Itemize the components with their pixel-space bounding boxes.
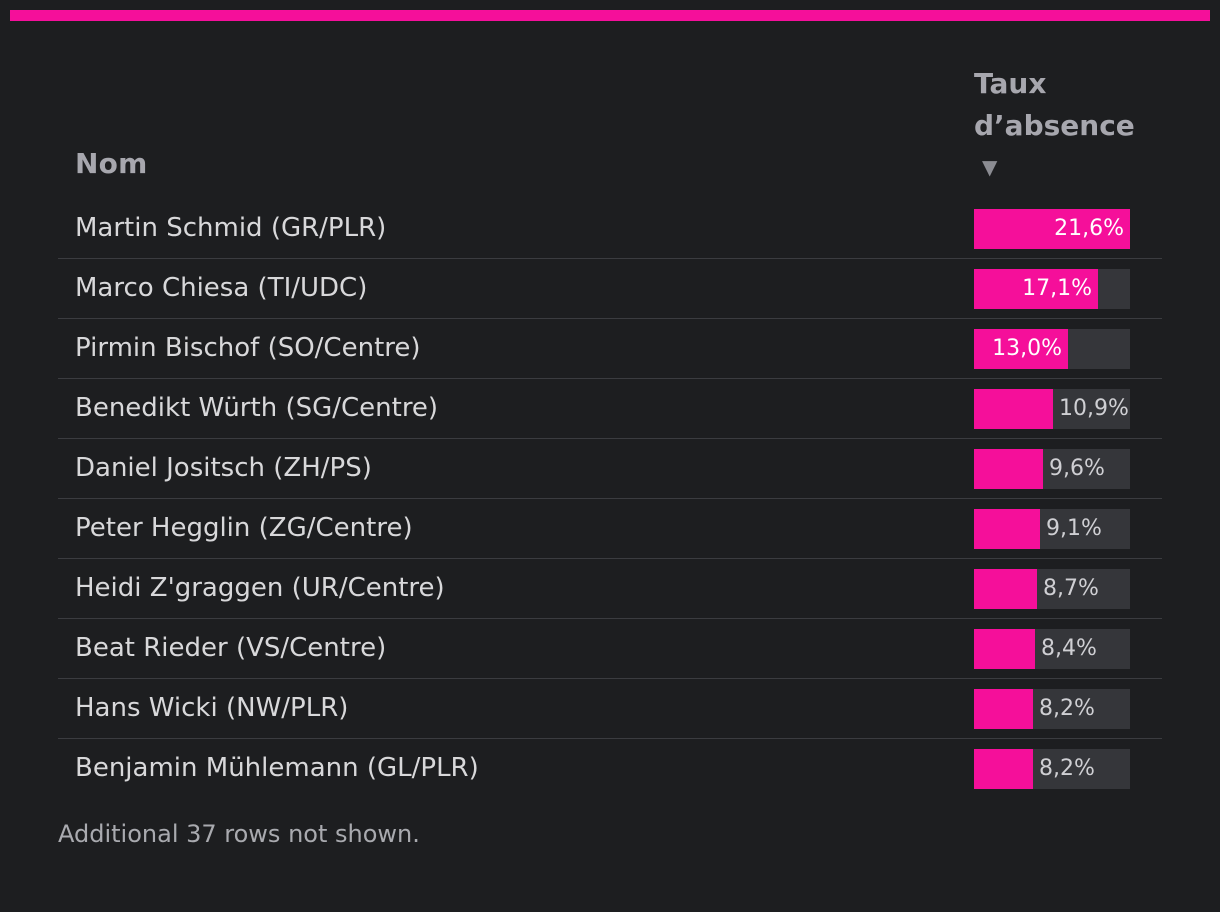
table-row: Benedikt Würth (SG/Centre) 10,9% [58, 379, 1162, 439]
row-name: Martin Schmid (GR/PLR) [75, 213, 387, 243]
row-name: Daniel Jositsch (ZH/PS) [75, 453, 372, 483]
row-name: Beat Rieder (VS/Centre) [75, 633, 387, 663]
absence-bar-fill [974, 629, 1035, 669]
absence-bar-fill [974, 569, 1037, 609]
absence-bar-fill [974, 209, 1130, 249]
row-name: Pirmin Bischof (SO/Centre) [75, 333, 421, 363]
absence-rate-label: 10,9% [1059, 396, 1129, 421]
table-row: Martin Schmid (GR/PLR) 21,6% [58, 199, 1162, 259]
row-name: Heidi Z'graggen (UR/Centre) [75, 573, 445, 603]
absence-bar-fill [974, 749, 1033, 789]
row-name: Benedikt Würth (SG/Centre) [75, 393, 439, 423]
row-name: Marco Chiesa (TI/UDC) [75, 273, 368, 303]
absence-rate-label: 9,1% [1046, 516, 1102, 541]
absence-table: Nom Taux d’absence ▼ Martin Schmid (GR/P… [58, 59, 1162, 798]
absence-bar-track: 21,6% [974, 209, 1130, 249]
absence-bar-track: 13,0% [974, 329, 1130, 369]
absence-rate-label: 8,2% [1039, 756, 1095, 781]
row-name: Benjamin Mühlemann (GL/PLR) [75, 753, 479, 783]
table-row: Hans Wicki (NW/PLR) 8,2% [58, 679, 1162, 739]
table-row: Beat Rieder (VS/Centre) 8,4% [58, 619, 1162, 679]
column-header-name[interactable]: Nom [75, 147, 148, 180]
absence-rate-label: 9,6% [1049, 456, 1105, 481]
rows-hidden-note: Additional 37 rows not shown. [58, 820, 420, 848]
absence-rate-label: 8,4% [1041, 636, 1097, 661]
table-row: Peter Hegglin (ZG/Centre) 9,1% [58, 499, 1162, 559]
absence-rate-label: 13,0% [992, 336, 1062, 361]
absence-bar-fill [974, 389, 1053, 429]
absence-bar-track: 8,2% [974, 689, 1130, 729]
accent-top-bar [10, 10, 1210, 21]
absence-rate-label: 17,1% [1022, 276, 1092, 301]
absence-rate-label: 21,6% [1054, 216, 1124, 241]
absence-bar-track: 9,6% [974, 449, 1130, 489]
table-row: Marco Chiesa (TI/UDC) 17,1% [58, 259, 1162, 319]
table-row: Daniel Jositsch (ZH/PS) 9,6% [58, 439, 1162, 499]
absence-bar-fill [974, 689, 1033, 729]
table-row: Benjamin Mühlemann (GL/PLR) 8,2% [58, 739, 1162, 798]
absence-bar-track: 9,1% [974, 509, 1130, 549]
column-header-rate-label: Taux d’absence [974, 67, 1135, 142]
absence-bar-track: 8,7% [974, 569, 1130, 609]
row-name: Hans Wicki (NW/PLR) [75, 693, 349, 723]
absence-bar-fill [974, 329, 1068, 369]
absence-bar-track: 10,9% [974, 389, 1130, 429]
absence-bar-track: 17,1% [974, 269, 1130, 309]
absence-bar-fill [974, 269, 1098, 309]
absence-bar-track: 8,2% [974, 749, 1130, 789]
table-row: Pirmin Bischof (SO/Centre) 13,0% [58, 319, 1162, 379]
table-row: Heidi Z'graggen (UR/Centre) 8,7% [58, 559, 1162, 619]
absence-rate-label: 8,2% [1039, 696, 1095, 721]
absence-bar-track: 8,4% [974, 629, 1130, 669]
table-body: Martin Schmid (GR/PLR) 21,6% Marco Chiesa … [58, 199, 1162, 798]
column-header-rate[interactable]: Taux d’absence ▼ [974, 63, 1144, 187]
sort-descending-icon[interactable]: ▼ [982, 155, 998, 179]
table-header: Nom Taux d’absence ▼ [58, 59, 1162, 199]
absence-rate-label: 8,7% [1043, 576, 1099, 601]
absence-bar-fill [974, 509, 1040, 549]
absence-bar-fill [974, 449, 1043, 489]
row-name: Peter Hegglin (ZG/Centre) [75, 513, 413, 543]
